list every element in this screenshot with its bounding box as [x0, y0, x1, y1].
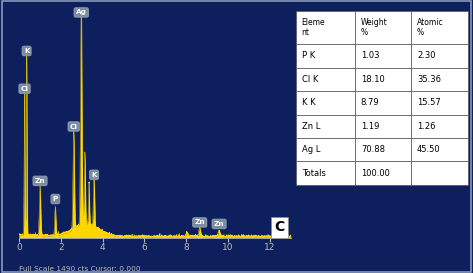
Text: K: K [91, 172, 97, 178]
Text: 2.30: 2.30 [417, 52, 436, 60]
Bar [412, 68, 468, 91]
Text: Weight
%: Weight % [361, 18, 387, 37]
Text: K K: K K [302, 98, 315, 107]
Text: Cl: Cl [21, 86, 28, 92]
Text: 35.36: 35.36 [417, 75, 441, 84]
Bar [296, 44, 355, 68]
Bar [412, 91, 468, 115]
Bar [296, 115, 355, 138]
Text: Zn: Zn [35, 178, 45, 184]
Bar [355, 161, 412, 185]
Text: 1.03: 1.03 [361, 52, 379, 60]
Text: Cl K: Cl K [302, 75, 318, 84]
Text: 18.10: 18.10 [361, 75, 385, 84]
Bar [412, 115, 468, 138]
Bar [296, 91, 355, 115]
Bar [412, 138, 468, 161]
Text: Zn: Zn [214, 221, 225, 227]
Text: Zn L: Zn L [302, 122, 320, 131]
Text: 100.00: 100.00 [361, 169, 390, 177]
Bar [355, 44, 412, 68]
Text: Eleme
nt: Eleme nt [302, 18, 325, 37]
Text: 8.79: 8.79 [361, 98, 379, 107]
Text: 70.88: 70.88 [361, 145, 385, 154]
Bar [355, 138, 412, 161]
Text: Totals: Totals [302, 169, 325, 177]
Text: 15.57: 15.57 [417, 98, 441, 107]
Text: Zn: Zn [194, 219, 205, 225]
Bar [355, 11, 412, 44]
Bar [355, 115, 412, 138]
Text: Atomic
%: Atomic % [417, 18, 444, 37]
Bar [412, 44, 468, 68]
Text: C: C [274, 221, 285, 235]
Bar [355, 68, 412, 91]
Text: Ag L: Ag L [302, 145, 320, 154]
Bar [296, 11, 355, 44]
Text: K: K [24, 48, 29, 54]
Bar [355, 91, 412, 115]
Text: P K: P K [302, 52, 315, 60]
Text: P: P [53, 196, 58, 202]
Bar [412, 11, 468, 44]
Bar [296, 161, 355, 185]
Text: 1.26: 1.26 [417, 122, 436, 131]
Text: Cl: Cl [70, 123, 78, 129]
Bar [296, 138, 355, 161]
Text: 45.50: 45.50 [417, 145, 441, 154]
Bar [296, 68, 355, 91]
Text: Full Scale 1490 cts Cursor: 0.000: Full Scale 1490 cts Cursor: 0.000 [19, 266, 140, 272]
Text: Ag: Ag [76, 10, 87, 16]
Bar [412, 161, 468, 185]
Text: 1.19: 1.19 [361, 122, 379, 131]
